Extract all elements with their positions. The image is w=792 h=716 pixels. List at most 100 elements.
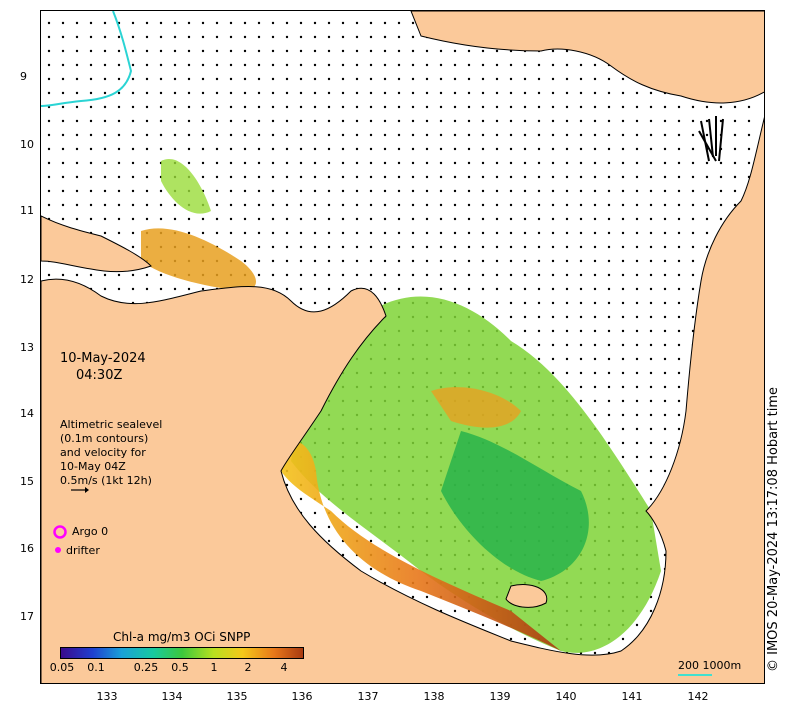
vector-dot <box>75 161 79 165</box>
vector-dot <box>117 119 121 123</box>
vector-dot <box>551 49 555 53</box>
vector-dot <box>355 35 359 39</box>
vector-dot <box>131 203 135 207</box>
vector-dot <box>607 343 611 347</box>
vector-dot <box>593 161 597 165</box>
vector-dot <box>607 357 611 361</box>
vector-dot <box>215 189 219 193</box>
vector-dot <box>145 161 149 165</box>
vector-dot <box>439 245 443 249</box>
vector-dot <box>649 343 653 347</box>
vector-dot <box>677 189 681 193</box>
vector-dot <box>481 147 485 151</box>
vector-dot <box>173 147 177 151</box>
vector-dot <box>145 273 149 277</box>
vector-dot <box>369 91 373 95</box>
map-panel[interactable] <box>40 10 765 684</box>
vector-dot <box>663 329 667 333</box>
vector-dot <box>355 273 359 277</box>
vector-dot <box>691 189 695 193</box>
vector-dot <box>649 371 653 375</box>
vector-dot <box>733 133 737 137</box>
vector-dot <box>467 91 471 95</box>
y-tick-17: 17 <box>20 610 34 623</box>
vector-dot <box>579 217 583 221</box>
vector-dot <box>341 231 345 235</box>
vector-dot <box>551 273 555 277</box>
vector-dot <box>47 203 51 207</box>
vector-dot <box>509 175 513 179</box>
vector-dot <box>635 483 639 487</box>
vector-dot <box>495 133 499 137</box>
vector-dot <box>285 245 289 249</box>
vector-dot <box>397 553 401 557</box>
colorbar-title: Chl-a mg/m3 OCi SNPP <box>113 630 251 644</box>
vector-dot <box>243 189 247 193</box>
vector-dot <box>579 315 583 319</box>
vector-dot <box>439 203 443 207</box>
vector-dot <box>579 301 583 305</box>
vector-dot <box>257 119 261 123</box>
vector-dot <box>649 147 653 151</box>
vector-dot <box>145 77 149 81</box>
vector-dot <box>369 245 373 249</box>
vector-dot <box>481 133 485 137</box>
vector-dot <box>649 427 653 431</box>
vector-dot <box>299 273 303 277</box>
vector-dot <box>649 189 653 193</box>
vector-dot <box>481 287 485 291</box>
vector-dot <box>565 63 569 67</box>
vector-dot <box>495 91 499 95</box>
vector-dot <box>621 161 625 165</box>
argo-icon <box>53 525 67 539</box>
map-canvas[interactable] <box>41 11 765 684</box>
vector-dot <box>383 133 387 137</box>
vector-dot <box>663 287 667 291</box>
vector-dot <box>341 49 345 53</box>
vector-dot <box>621 637 625 641</box>
vector-dot <box>467 105 471 109</box>
vector-dot <box>285 35 289 39</box>
colorbar-tick-5: 2 <box>244 661 252 674</box>
vector-dot <box>509 119 513 123</box>
vector-dot <box>593 273 597 277</box>
vector-dot <box>649 399 653 403</box>
vector-dot <box>103 35 107 39</box>
vector-dot <box>439 91 443 95</box>
vector-dot <box>313 301 317 305</box>
vector-dot <box>61 273 65 277</box>
vector-dot <box>117 49 121 53</box>
vector-dot <box>397 189 401 193</box>
vector-dot <box>243 259 247 263</box>
vector-dot <box>565 217 569 221</box>
vector-dot <box>677 161 681 165</box>
vector-dot <box>565 343 569 347</box>
vector-dot <box>103 217 107 221</box>
vector-dot <box>397 203 401 207</box>
vector-dot <box>341 287 345 291</box>
vector-dot <box>551 245 555 249</box>
vector-dot <box>523 161 527 165</box>
vector-dot <box>593 175 597 179</box>
vector-dot <box>621 231 625 235</box>
vector-dot <box>411 189 415 193</box>
vector-dot <box>607 441 611 445</box>
vector-dot <box>649 315 653 319</box>
vector-dot <box>691 147 695 151</box>
vector-dot <box>89 119 93 123</box>
vector-dot <box>663 273 667 277</box>
vector-dot <box>271 161 275 165</box>
x-tick-134: 134 <box>161 690 183 703</box>
colorbar-tick-3: 0.5 <box>171 661 189 674</box>
vector-dot <box>131 175 135 179</box>
vector-dot <box>397 273 401 277</box>
vector-dot <box>341 77 345 81</box>
vector-dot <box>397 105 401 109</box>
vector-dot <box>341 119 345 123</box>
vector-dot <box>257 77 261 81</box>
vector-dot <box>383 273 387 277</box>
vector-dot <box>229 217 233 221</box>
vector-dot <box>495 161 499 165</box>
vector-dot <box>565 119 569 123</box>
vector-dot <box>635 441 639 445</box>
